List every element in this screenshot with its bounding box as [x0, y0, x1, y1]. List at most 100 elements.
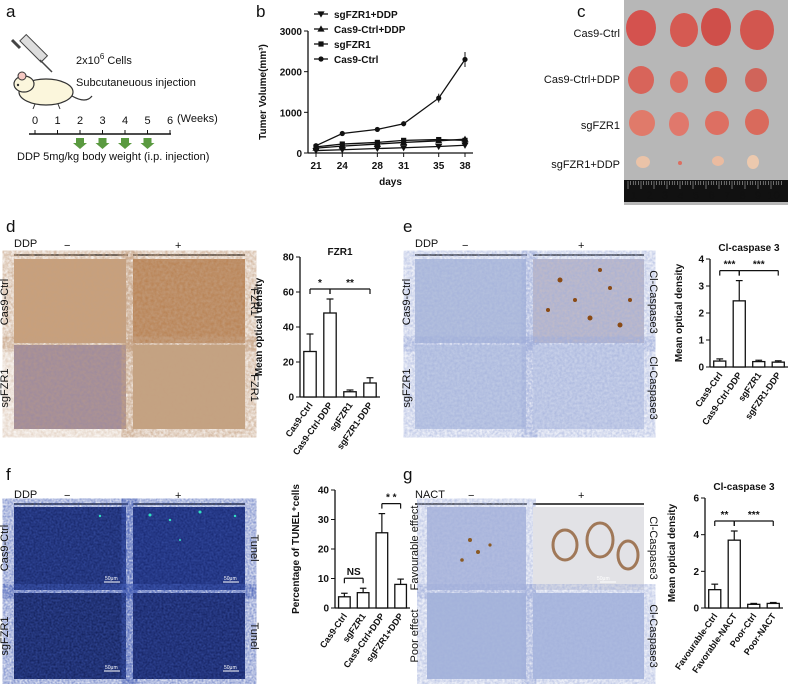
cells-count: 2x10 [76, 55, 100, 67]
y-tick-label: 20 [283, 358, 295, 369]
y-tick-label: 6 [693, 494, 699, 505]
panel-a-letter: a [6, 2, 16, 21]
bar [337, 596, 351, 609]
marker-triangle-down [461, 142, 469, 149]
ruler-number: 4 [677, 190, 683, 202]
x-tick-label: 28 [372, 161, 384, 172]
scale-bar-f-2: 50μm [224, 576, 237, 582]
row-label-g-2: Poor effect [409, 610, 421, 663]
x-tick-label: 21 [310, 161, 322, 172]
week-tick-label: 4 [122, 115, 128, 127]
marker-circle [339, 130, 345, 137]
ihc-images-e [415, 259, 644, 429]
panel-g: g NACT − + 50μm Favourable effect Poor e… [403, 465, 783, 679]
bar [394, 583, 408, 609]
y-tick-label: 2 [698, 309, 704, 320]
panel-c: c Cas9-Ctrl Cas9-Ctrl+DDP sgFZR1 sgFZR1+… [544, 0, 788, 205]
y-tick-label: 0 [698, 363, 704, 374]
x-tick-label: 31 [398, 161, 410, 172]
bar [356, 592, 370, 609]
panel-g-letter: g [403, 465, 412, 484]
panel-d-letter: d [6, 217, 15, 236]
ddp-label-d: DDP [14, 238, 37, 250]
y-tick-label: 0 [323, 604, 329, 615]
marker-triangle-down [338, 147, 346, 154]
injection-label: Subcutaneuous injection [76, 77, 196, 89]
minus-label-e: − [462, 240, 468, 252]
dosing-arrow-icon [95, 138, 110, 149]
y-tick-label: 0 [288, 393, 294, 404]
scale-bar-f-4: 50μm [224, 665, 237, 671]
week-ticks: 0 1 2 3 4 5 6 [32, 115, 173, 134]
weeks-unit: (Weeks) [177, 113, 218, 125]
scale-bar-f-3: 50μm [105, 665, 118, 671]
ruler [624, 180, 788, 202]
y-tick-label: 0 [693, 604, 699, 615]
y-tick-label: 10 [318, 574, 330, 585]
stain-label-g-1: Cl-Caspase3 [647, 516, 659, 580]
marker-square [339, 141, 345, 147]
ruler-number: 2 [646, 190, 652, 202]
dosing-arrow-icon [118, 138, 132, 149]
y-tick-label: 1000 [280, 108, 303, 119]
week-tick-label: 1 [54, 115, 60, 127]
marker-triangle-down [435, 143, 443, 151]
scale-bar-g: 50μm [597, 576, 610, 582]
stain-label-d-1: FZR1 [248, 288, 260, 316]
chart-title: FZR1 [328, 247, 353, 258]
marker-circle [318, 56, 324, 62]
panel-f: f DDP − + 50μm 50μm 50μm 50μm Cas9-Ctrl … [0, 465, 410, 679]
plus-label-g: + [578, 490, 584, 502]
ruler-number: 3 [662, 190, 668, 202]
marker-square [374, 139, 380, 146]
significance-label: NS [347, 567, 361, 578]
stain-label-d-2: FZR1 [248, 374, 260, 402]
panel-e-letter: e [403, 217, 412, 236]
significance-label: *** [748, 510, 760, 521]
y-axis-label: Mean optical density [674, 263, 685, 362]
row-label-e-2: sgFZR1 [401, 368, 413, 407]
marker-triangle-down [373, 145, 381, 153]
plus-label-e: + [578, 240, 584, 252]
ruler-number: 6 [708, 190, 714, 202]
week-tick-label: 5 [144, 115, 150, 127]
bar [732, 300, 746, 368]
legend-label: Cas9-Ctrl+DDP [334, 25, 406, 36]
bar [343, 391, 357, 398]
syringe-icon [10, 33, 53, 73]
y-tick-label: 80 [283, 253, 295, 264]
minus-label-g: − [468, 490, 474, 502]
series-line [315, 59, 466, 147]
y-tick-label: 3000 [280, 27, 303, 38]
svg-text:2x106 Cells: 2x106 Cells [76, 52, 132, 67]
legend-label: sgFZR1 [334, 40, 371, 51]
marker-triangle-up [317, 25, 325, 32]
row-label-e-1: Cas9-Ctrl [401, 279, 413, 325]
panel-d: d DDP − + Cas9-Ctrl sgFZR1 FZR1 FZR1 0 20… [0, 217, 380, 457]
scale-bar-f-1: 50μm [105, 576, 118, 582]
marker-square [401, 137, 407, 143]
row-label-g-1: Favourable effect [409, 506, 421, 591]
stain-label-f-1: Tunel [248, 534, 260, 561]
treatment-label: DDP 5mg/kg body weight (i.p. injection) [17, 151, 209, 163]
x-tick-label: 38 [459, 161, 471, 172]
marker-triangle-down [400, 145, 408, 152]
growth-curve-chart: 0 1000 2000 3000 21 24 28 31 35 38 days Tumer Volum… [258, 10, 473, 188]
ruler-marks: 1 2 3 4 5 6 7 8 9 10 [627, 181, 782, 202]
significance-label: ** [346, 278, 354, 289]
y-axis-label: Mean optical density [254, 277, 265, 376]
dosing-arrows [73, 138, 155, 149]
ihc-images-d [14, 259, 245, 429]
y-tick-label: 4 [698, 255, 704, 266]
stain-label-e-2: Cl-Caspase3 [647, 356, 659, 420]
y-tick-label: 2 [693, 567, 699, 578]
y-axis-label: Mean optical density [667, 503, 678, 602]
ruler-number: 7 [724, 190, 730, 202]
y-axis-label: Tumer Volume(mm³) [258, 44, 269, 140]
legend-label: sgFZR1+DDP [334, 10, 398, 21]
y-tick-label: 30 [318, 515, 330, 526]
panel-b: b 0 1000 2000 3000 21 24 28 31 35 38 days Tumer Vol… [256, 2, 473, 188]
category-label: Cas9-Ctrl [318, 611, 349, 650]
